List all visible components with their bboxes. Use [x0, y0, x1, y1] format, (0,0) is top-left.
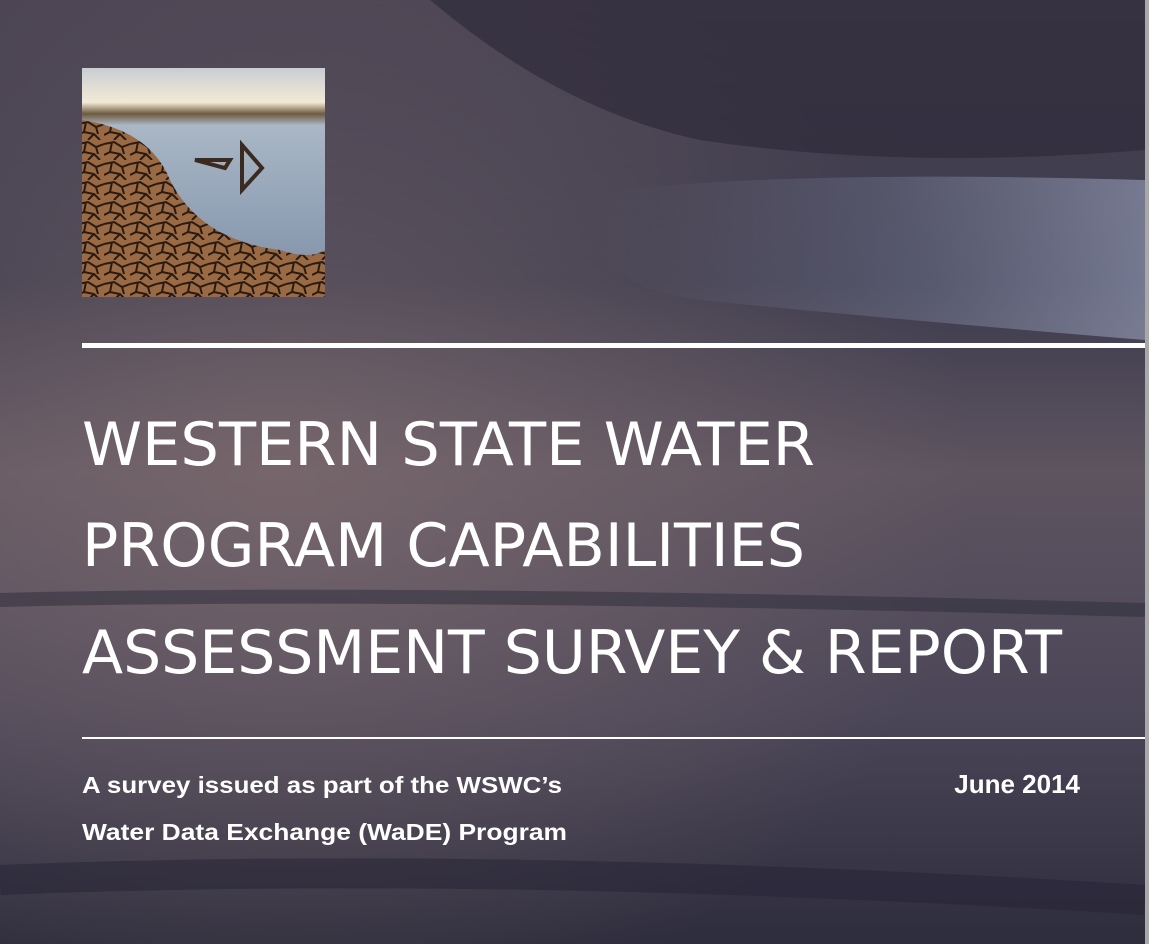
divider-thin	[82, 737, 1145, 739]
subtitle-line: A survey issued as part of the WSWC’s	[82, 772, 562, 798]
date: June 2014	[954, 769, 1080, 799]
title-line: WESTERN STATE WATER	[82, 410, 815, 480]
title-line: PROGRAM CAPABILITIES	[82, 511, 805, 581]
cover-page: WESTERN STATE WATER PROGRAM CAPABILITIES…	[0, 0, 1160, 944]
title-line: ASSESSMENT SURVEY & REPORT	[82, 618, 1062, 688]
divider-thick	[82, 343, 1145, 348]
page-border	[1145, 0, 1149, 944]
thumbnail-photo	[82, 68, 325, 297]
subtitle-line: Water Data Exchange (WaDE) Program	[82, 819, 567, 845]
